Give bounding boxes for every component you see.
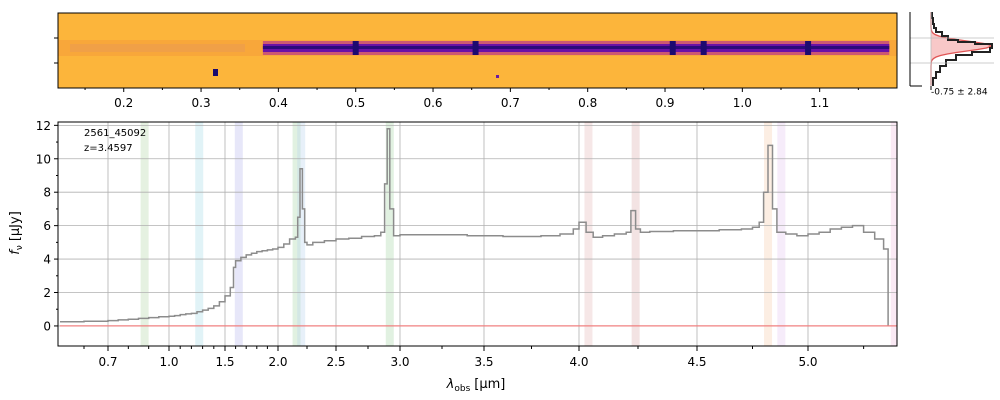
- profile-data-line: [931, 12, 993, 86]
- spectrum-1d-panel: 0 2 4 6 8 10 12 0.7 1.0 1.5 2.0 2.5 3.0 3.5 4.0 4.5 5.0…: [8, 119, 898, 394]
- y-axis-label-unit: [μJy]: [8, 211, 23, 241]
- emission-band: [297, 122, 306, 346]
- x-tick-label: 5.0: [798, 355, 817, 369]
- x-axis-label: λobs [μm]: [446, 377, 506, 394]
- spectrum-2d-xtick-label: 0.7: [501, 96, 520, 110]
- plot-frame: [57, 121, 898, 347]
- spectrum-2d-xtick-label: 0.9: [655, 96, 674, 110]
- emission-band: [764, 122, 773, 346]
- spectrum-2d-xtick-label: 0.8: [578, 96, 597, 110]
- profile-panel: -0.75 ± 2.84: [909, 12, 994, 98]
- plot-area: [58, 122, 897, 346]
- spectrum-2d-xaxis: 0.2 0.3 0.4 0.5 0.6 0.7 0.8 0.9 1.0 1.1: [84, 88, 859, 110]
- y-axis: 0 2 4 6 8 10 12: [36, 119, 58, 333]
- profile-model-fill: [931, 12, 991, 86]
- spectrum-2d-artifact: [496, 75, 499, 78]
- spectrum-2d-xtick-label: 0.4: [269, 96, 288, 110]
- emission-band: [292, 122, 301, 346]
- spectrum-2d-knots: [352, 41, 812, 55]
- y-axis-label-subscript: ν: [15, 245, 25, 250]
- y-tick-label: 4: [43, 253, 51, 267]
- x-tick-label: 0.7: [98, 355, 117, 369]
- spectrum-2d-xtick-label: 0.5: [346, 96, 365, 110]
- emission-band: [195, 122, 204, 346]
- spectrum-2d-xtick-label: 1.1: [810, 96, 829, 110]
- x-axis: 0.7 1.0 1.5 2.0 2.5 3.0 3.5 4.0 4.5 5.0: [83, 346, 865, 369]
- emission-band: [631, 122, 640, 346]
- spectrum-2d-xtick-label: 1.0: [733, 96, 752, 110]
- emission-band: [890, 122, 897, 346]
- emission-band: [777, 122, 786, 346]
- emission-band: [234, 122, 243, 346]
- series-flux: [60, 127, 889, 326]
- profile-annotation: -0.75 ± 2.84: [931, 88, 988, 98]
- x-tick-label: 4.5: [687, 355, 706, 369]
- y-tick-label: 12: [36, 119, 51, 133]
- x-tick-label: 1.5: [215, 355, 234, 369]
- spectrum-2d-xtick-label: 0.6: [423, 96, 442, 110]
- spectrum-2d-xtick-label: 0.3: [192, 96, 211, 110]
- x-tick-label: 2.5: [326, 355, 345, 369]
- y-tick-label: 0: [43, 319, 51, 333]
- y-tick-label: 2: [43, 286, 51, 300]
- legend-object-id: 2561_45092: [84, 128, 146, 139]
- legend-redshift: z=3.4597: [84, 143, 133, 154]
- emission-band: [140, 122, 149, 346]
- x-tick-label: 4.0: [569, 355, 588, 369]
- x-axis-label-symbol: λ: [446, 377, 455, 392]
- x-axis-label-unit: [μm]: [474, 377, 505, 392]
- y-tick-label: 10: [36, 152, 51, 166]
- emission-band: [584, 122, 593, 346]
- series-group: [60, 127, 897, 327]
- x-tick-label: 3.0: [390, 355, 409, 369]
- spectrum-2d-knot: [805, 41, 812, 55]
- spectrum-2d-trace-core: [262, 46, 890, 49]
- emission-band: [385, 122, 394, 346]
- spectrum-2d-knot: [352, 41, 359, 55]
- y-tick-label: 8: [43, 186, 51, 200]
- spectrum-2d-artifact: [213, 69, 218, 76]
- spectrum-2d-xtick-label: 0.2: [114, 96, 133, 110]
- y-tick-label: 6: [43, 219, 51, 233]
- spectrum-2d-frame: [57, 12, 898, 89]
- spectrum-2d-knot: [472, 41, 479, 55]
- y-axis-label: fν [μJy]: [8, 211, 25, 255]
- y-axis-label-group: fν [μJy]: [8, 211, 25, 255]
- spectrum-2d-panel: 0.2 0.3 0.4 0.5 0.6 0.7 0.8 0.9 1.0 1.1: [54, 12, 898, 110]
- y-axis-label-symbol: f: [8, 248, 23, 255]
- x-axis-label-subscript: obs: [454, 384, 470, 394]
- spectrum-2d-knot: [669, 41, 676, 55]
- x-tick-label: 3.5: [474, 355, 493, 369]
- spectrum-2d-knot: [700, 41, 707, 55]
- x-tick-label: 2.0: [268, 355, 287, 369]
- emission-bands: [140, 122, 897, 346]
- x-tick-label: 1.0: [159, 355, 178, 369]
- spectrum-2d-faint-trace: [70, 44, 245, 52]
